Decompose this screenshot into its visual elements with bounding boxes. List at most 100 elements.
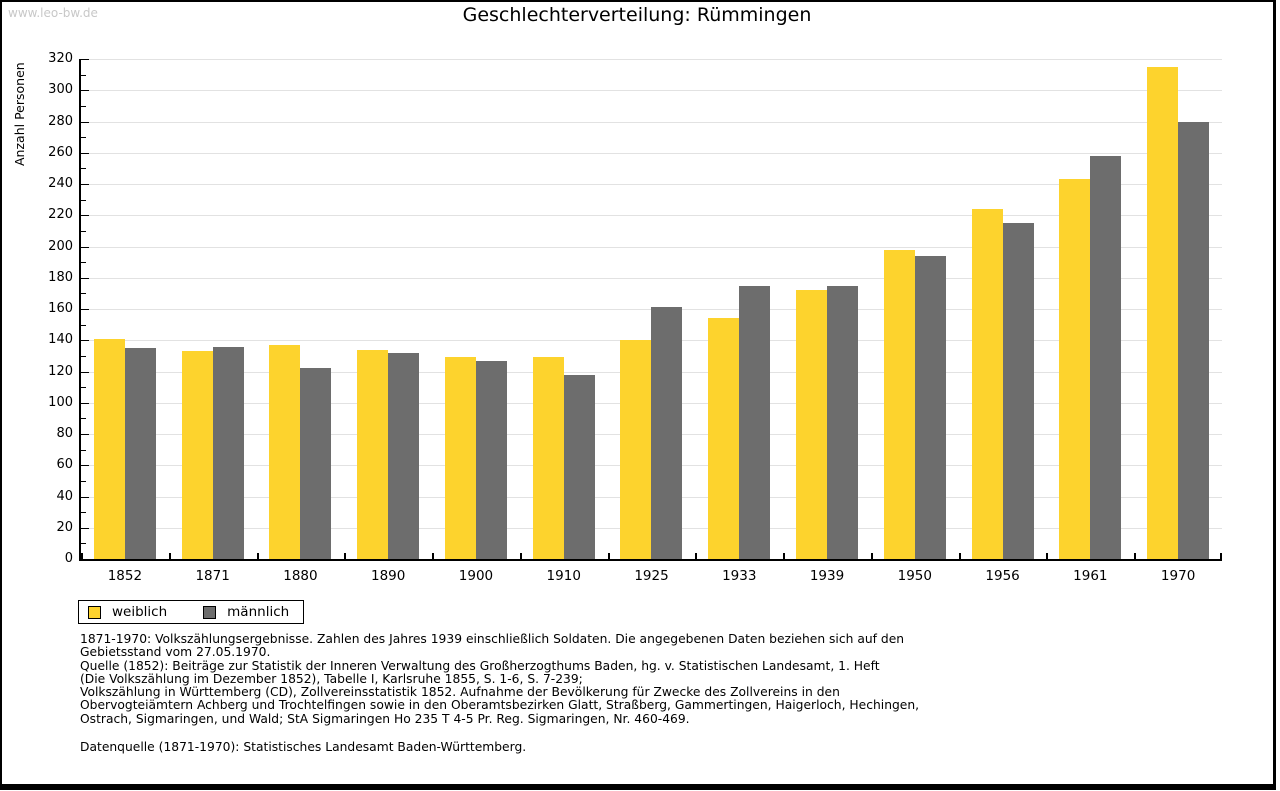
x-tick xyxy=(81,553,83,559)
y-tick-major xyxy=(81,309,89,310)
legend-label: weiblich xyxy=(112,604,168,620)
bar-weiblich-1961 xyxy=(1059,179,1091,559)
y-tick-minor xyxy=(81,230,86,232)
bar-weiblich-1852 xyxy=(93,338,125,559)
y-axis-label: Anzahl Personen xyxy=(12,62,27,166)
bar-group xyxy=(257,59,345,559)
y-gridline xyxy=(81,152,1222,154)
x-tick xyxy=(1046,553,1049,559)
x-tick xyxy=(256,553,259,559)
bar-männlich-1939 xyxy=(827,285,859,559)
bar-männlich-1925 xyxy=(651,307,683,559)
y-tick-minor xyxy=(81,449,86,451)
y-tick-minor xyxy=(81,293,86,295)
legend-item-weiblich: weiblich xyxy=(88,604,167,620)
y-tick-major xyxy=(81,215,89,217)
y-tick-label: 80 xyxy=(56,426,73,441)
y-tick-label: 260 xyxy=(48,144,73,160)
y-gridline xyxy=(81,277,1222,279)
source-note-line: Obervogteiämtern Achberg und Trochtelfin… xyxy=(80,698,920,713)
y-tick-minor xyxy=(81,512,86,514)
y-gridline xyxy=(81,246,1222,248)
bar-group xyxy=(344,59,432,559)
y-gridline xyxy=(81,184,1222,185)
bar-group xyxy=(783,59,871,559)
bar-group xyxy=(608,59,696,559)
y-tick-minor xyxy=(81,74,86,76)
x-tick xyxy=(783,553,786,559)
y-tick-major xyxy=(81,371,89,373)
y-tick-label: 0 xyxy=(64,551,73,566)
bar-weiblich-1970 xyxy=(1147,66,1179,559)
y-tick-major xyxy=(81,184,89,185)
bar-männlich-1910 xyxy=(563,374,595,559)
x-tick xyxy=(432,553,435,559)
y-gridline xyxy=(81,59,1222,60)
x-tick-label: 1910 xyxy=(546,568,581,584)
x-tick-label: 1880 xyxy=(283,568,318,584)
y-tick-minor xyxy=(81,199,86,201)
x-tick xyxy=(607,553,610,559)
y-tick-major xyxy=(81,434,89,435)
bar-group xyxy=(81,59,169,559)
y-tick-label: 280 xyxy=(48,113,73,129)
bar-group xyxy=(1134,59,1222,559)
legend-swatch-männlich xyxy=(203,605,217,619)
y-gridline xyxy=(81,90,1222,92)
legend: weiblich männlich xyxy=(78,600,305,624)
bar-männlich-1890 xyxy=(388,352,420,559)
bar-männlich-1961 xyxy=(1090,155,1122,559)
bar-männlich-1950 xyxy=(914,255,946,559)
x-tick xyxy=(1220,553,1222,559)
x-tick-label: 1939 xyxy=(809,568,845,584)
y-tick-label: 300 xyxy=(48,82,73,98)
bar-männlich-1880 xyxy=(300,368,332,559)
bar-männlich-1970 xyxy=(1178,121,1210,559)
y-tick-minor xyxy=(81,168,86,170)
bar-weiblich-1890 xyxy=(357,349,389,559)
y-tick-label: 60 xyxy=(56,457,73,473)
y-tick-minor xyxy=(81,105,86,107)
y-tick-minor xyxy=(81,324,86,326)
y-tick-major xyxy=(81,496,89,498)
y-tick-label: 220 xyxy=(48,207,73,223)
source-note-line: (Die Volkszählung im Dezember 1852), Tab… xyxy=(80,671,583,686)
bar-weiblich-1910 xyxy=(532,357,564,559)
plot-area: 0 20 40 60 80 100 120 140 160 180 200 220 240 260 280 3… xyxy=(48,51,1222,584)
y-tick-major xyxy=(81,246,89,248)
x-tick-label: 1852 xyxy=(107,568,143,584)
y-tick-major xyxy=(81,465,89,467)
y-tick-major xyxy=(81,90,89,92)
bar-männlich-1871 xyxy=(212,346,244,559)
legend-swatch-weiblich xyxy=(88,605,101,619)
bar-group xyxy=(871,59,959,559)
y-tick-major xyxy=(81,121,89,123)
bar-weiblich-1880 xyxy=(269,344,301,559)
y-tick-minor xyxy=(81,418,86,420)
bar-weiblich-1871 xyxy=(181,351,213,559)
bar-männlich-1956 xyxy=(1002,223,1034,559)
datasource-note: Datenquelle (1871-1970): Statistisches L… xyxy=(80,740,527,754)
y-tick-label: 320 xyxy=(48,51,73,66)
y-tick-minor xyxy=(81,355,86,357)
bar-weiblich-1939 xyxy=(796,290,828,559)
legend-label: männlich xyxy=(227,604,290,620)
legend-item-männlich: männlich xyxy=(203,604,289,620)
y-tick-minor xyxy=(81,137,86,139)
y-tick-label: 100 xyxy=(48,394,73,410)
y-tick-minor xyxy=(81,480,86,482)
x-tick-label: 1900 xyxy=(458,568,494,584)
y-tick-major xyxy=(81,277,89,279)
source-note-line: Quelle (1852): Beiträge zur Statistik de… xyxy=(80,658,880,673)
y-tick-label: 120 xyxy=(48,363,73,379)
x-tick xyxy=(870,553,873,559)
bar-group xyxy=(520,59,608,559)
y-tick-label: 240 xyxy=(48,176,73,191)
source-note-line: Ostrach, Sigmaringen, und Wald; StA Sigm… xyxy=(80,711,690,726)
y-tick-label: 140 xyxy=(48,332,73,348)
y-tick-label: 40 xyxy=(56,488,73,504)
bar-weiblich-1933 xyxy=(708,318,740,559)
bar-männlich-1852 xyxy=(124,348,156,559)
x-tick-label: 1956 xyxy=(985,568,1020,584)
